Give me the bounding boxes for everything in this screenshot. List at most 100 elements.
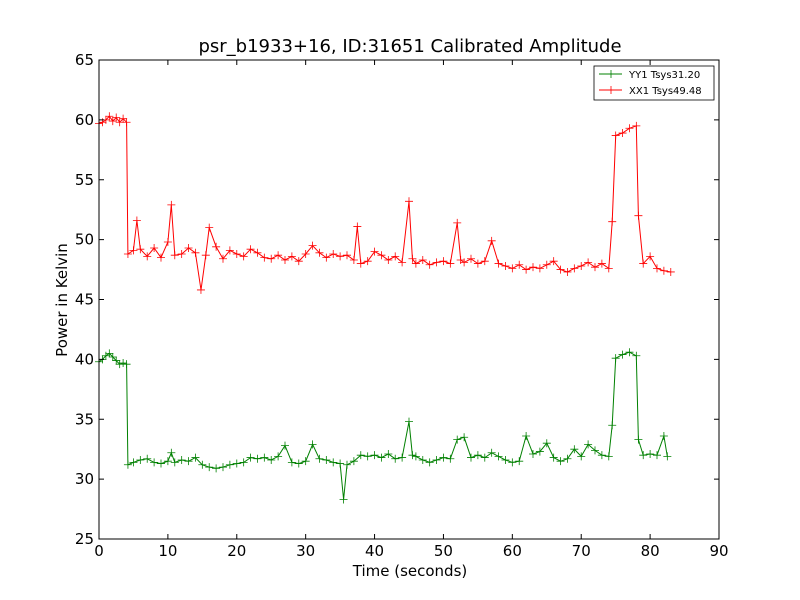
data-point [611, 131, 620, 140]
data-point [108, 117, 117, 126]
data-point [608, 421, 617, 430]
data-point [439, 257, 448, 266]
ticks-layer: 0 10 20 30 40 50 60 70 80 90 25 30 35 40 45 50 55 60 65 [75, 51, 729, 560]
data-point [287, 458, 296, 467]
data-point [122, 360, 131, 369]
data-point [123, 460, 132, 469]
data-point [377, 251, 386, 260]
data-point [418, 455, 427, 464]
data-point [563, 454, 572, 463]
x-tick-label: 60 [503, 542, 522, 560]
x-tick-label: 70 [572, 542, 591, 560]
data-point [123, 249, 132, 258]
data-point [632, 121, 641, 130]
x-tick-label: 80 [641, 542, 660, 560]
y-tick-label: 35 [75, 410, 94, 428]
data-point [377, 453, 386, 462]
data-point [398, 258, 407, 267]
data-point [232, 249, 241, 258]
data-point [563, 267, 572, 276]
data-point [549, 453, 558, 462]
legend-entry-1: XX1 Tsys49.48 [599, 86, 702, 97]
data-point [480, 257, 489, 266]
plot-frame [98, 59, 720, 540]
data-point [112, 356, 121, 365]
data-point [119, 114, 128, 123]
data-point [411, 452, 420, 461]
data-point [529, 263, 537, 272]
data-point [653, 264, 661, 273]
data-point [322, 455, 331, 464]
data-point [584, 258, 593, 267]
data-point [301, 457, 310, 466]
data-point [411, 259, 420, 268]
data-point [108, 352, 117, 361]
data-point [294, 257, 303, 266]
data-point [163, 457, 172, 466]
x-tick-label: 90 [709, 542, 728, 560]
data-point [501, 455, 510, 464]
data-point [570, 445, 579, 454]
data-point [177, 249, 186, 258]
x-tick-label: 0 [94, 542, 104, 560]
data-point [666, 267, 675, 276]
data-point [281, 441, 289, 450]
data-point [329, 249, 338, 258]
data-point [487, 448, 496, 457]
data-point [618, 350, 627, 359]
data-point [105, 349, 114, 358]
data-point [343, 460, 351, 469]
data-point [542, 260, 551, 269]
data-point [646, 449, 655, 458]
legend-label: YY1 Tsys31.20 [628, 70, 700, 81]
data-point [522, 265, 531, 274]
data-point [163, 238, 172, 247]
data-point [542, 439, 551, 448]
data-point [157, 459, 165, 468]
data-point [597, 259, 606, 268]
data-point [196, 285, 205, 294]
data-point [115, 360, 124, 369]
data-point [112, 113, 121, 122]
data-point [136, 245, 145, 254]
data-point [205, 463, 214, 472]
y-tick-label: 45 [75, 291, 94, 309]
data-point [336, 459, 345, 468]
data-point [453, 218, 462, 227]
legend-label: XX1 Tsys49.48 [629, 86, 702, 97]
data-point [363, 257, 372, 266]
data-point [425, 458, 434, 467]
chart-title: psr_b1933+16, ID:31651 Calibrated Amplit… [198, 36, 621, 57]
y-tick-label: 55 [75, 171, 94, 189]
data-point [597, 451, 606, 460]
data-point [232, 459, 241, 468]
x-tick-label: 50 [434, 542, 453, 560]
data-point [167, 200, 176, 209]
data-point [260, 253, 269, 262]
data-point [515, 457, 524, 466]
data-point [363, 452, 372, 461]
data-point [225, 246, 234, 255]
data-point [157, 253, 165, 262]
data-point [439, 453, 448, 462]
legend: YY1 Tsys31.20 XX1 Tsys49.48 [593, 65, 715, 101]
data-point [460, 258, 469, 267]
data-point [591, 263, 599, 272]
data-point [246, 453, 255, 462]
data-point [549, 257, 558, 266]
data-point [508, 458, 517, 467]
legend-box [593, 65, 715, 101]
data-point [446, 259, 455, 268]
data-point [129, 458, 138, 467]
data-point [184, 457, 193, 466]
series-line-0 [98, 351, 668, 500]
data-point [167, 448, 176, 457]
data-point [408, 451, 417, 460]
data-point [391, 454, 400, 463]
data-point [260, 453, 269, 462]
data-point [659, 432, 668, 441]
data-point [136, 455, 145, 464]
data-point [432, 258, 441, 267]
data-point [591, 446, 599, 455]
data-point [315, 454, 324, 463]
